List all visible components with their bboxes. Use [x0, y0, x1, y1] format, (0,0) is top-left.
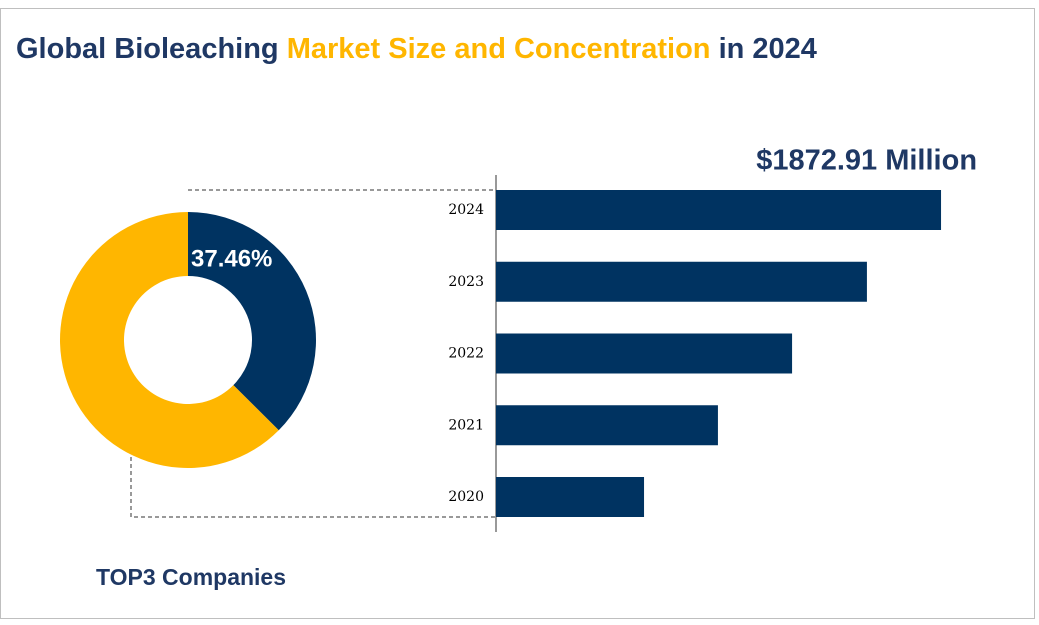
y-tick-label: 2023 — [448, 274, 484, 290]
frame — [0, 8, 1035, 619]
donut-slice — [59, 212, 279, 468]
title-part: Global Bioleaching — [16, 33, 279, 65]
title-part: in 2024 — [719, 33, 817, 65]
y-tick-label: 2021 — [448, 417, 484, 433]
title: Global Bioleaching Market Size and Conce… — [16, 33, 817, 65]
title-part: Market Size and Concentration — [287, 33, 711, 65]
bar — [496, 405, 718, 446]
donut-label: TOP3 Companies — [96, 564, 286, 590]
connector — [130, 450, 496, 518]
donut-slice — [188, 212, 316, 431]
bar — [496, 477, 645, 517]
bar — [496, 261, 867, 302]
y-tick-label: 2020 — [448, 489, 484, 505]
bar — [496, 190, 942, 230]
slice-label: 37.46% — [191, 245, 272, 272]
bar — [496, 333, 793, 374]
y-tick-label: 2024 — [448, 202, 484, 218]
value-label: $1872.91 Million — [756, 145, 977, 177]
y-tick-label: 2022 — [448, 346, 484, 362]
